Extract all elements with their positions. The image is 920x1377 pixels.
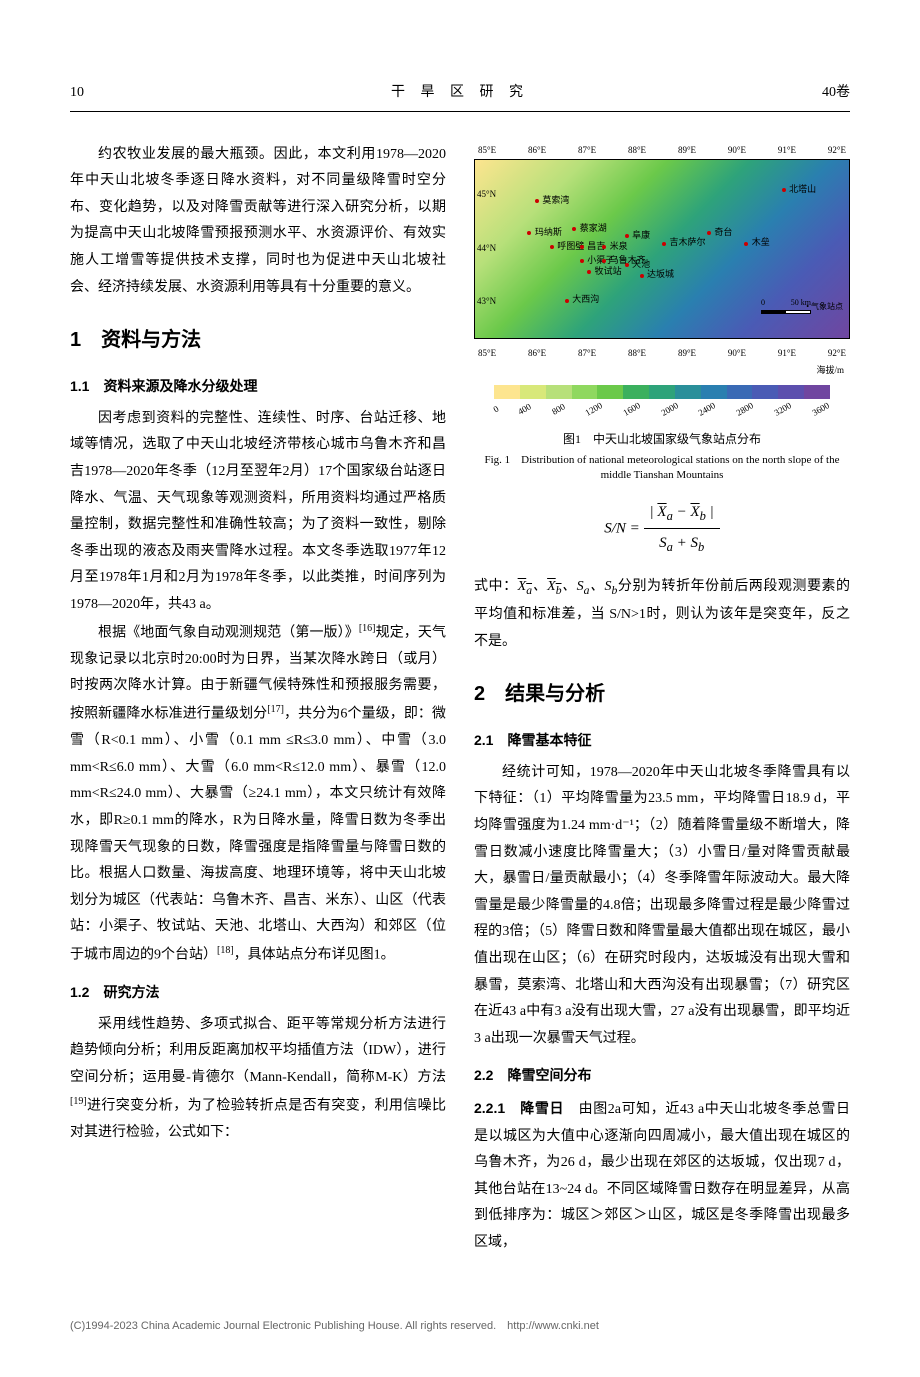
ref-18: [18] <box>217 945 234 956</box>
page-header: 10 干 旱 区 研 究 40卷 <box>70 80 850 112</box>
section-1-heading: 1 资料与方法 <box>70 321 446 359</box>
text: 式中： <box>474 579 518 594</box>
left-column: 约农牧业发展的最大瓶颈。因此，本文利用1978—2020年中天山北坡冬季逐日降水… <box>70 142 446 1257</box>
content-columns: 约农牧业发展的最大瓶颈。因此，本文利用1978—2020年中天山北坡冬季逐日降水… <box>70 142 850 1257</box>
right-column: 85°E86°E87°E88°E89°E90°E91°E92°E 050 km … <box>474 142 850 1257</box>
elevation-colorbar <box>494 385 830 399</box>
station-dot-icon <box>602 245 606 249</box>
text: ，具体站点分布详见图1。 <box>234 948 395 963</box>
station-dot-icon <box>744 242 748 246</box>
map-lon-axis-top: 85°E86°E87°E88°E89°E90°E91°E92°E <box>474 142 850 159</box>
section-2-2-heading: 2.2 降雪空间分布 <box>474 1062 850 1089</box>
scale-bar: 050 km <box>761 295 811 314</box>
text: 进行突变分析，为了检验转折点是否有突变，利用信噪比对其进行检验，公式如下： <box>70 1098 446 1140</box>
para-1-2: 采用线性趋势、多项式拟合、距平等常规分析方法进行趋势倾向分析；利用反距离加权平均… <box>70 1012 446 1147</box>
station-label: 吉木萨尔 <box>669 234 705 251</box>
station-label: 大西沟 <box>572 291 599 308</box>
station-label: 莫索湾 <box>542 192 569 209</box>
formula-sn: S/N = | Xa − Xb | Sa + Sb <box>474 498 850 561</box>
para-1-1-a: 因考虑到资料的完整性、连续性、时序、台站迁移、地域等情况，选取了中天山北坡经济带… <box>70 406 446 619</box>
station-label: 达坂城 <box>647 266 674 283</box>
figure-1: 85°E86°E87°E88°E89°E90°E91°E92°E 050 km … <box>474 142 850 484</box>
station-dot-icon <box>782 188 786 192</box>
station-label: 蔡家湖 <box>580 220 607 237</box>
map-canvas: 050 km • 气象站点 莫索湾北塔山玛纳斯蔡家湖呼图壁昌吉米泉阜康吉木萨尔奇… <box>474 159 850 339</box>
section-2-2-1-heading: 2.2.1 降雪日 <box>474 1100 564 1116</box>
journal-title: 干 旱 区 研 究 <box>130 80 790 107</box>
colorbar-ticks: 04008001200160020002400280032003600 <box>494 401 830 418</box>
station-label: 北塔山 <box>789 181 816 198</box>
page-footer: (C)1994-2023 China Academic Journal Elec… <box>70 1316 850 1337</box>
para-2-1: 经统计可知，1978—2020年中天山北坡冬季降雪具有以下特征：（1）平均降雪量… <box>474 760 850 1053</box>
ref-17: [17] <box>267 704 284 715</box>
para-2-2-1: 2.2.1 降雪日 由图2a可知，近43 a中天山北坡冬季总雪日是以城区为大值中… <box>474 1095 850 1257</box>
text: 根据《地面气象自动观测规范（第一版）》 <box>98 625 359 640</box>
station-dot-icon <box>550 245 554 249</box>
station-dot-icon <box>707 231 711 235</box>
formula-explain: 式中：Xa、Xb、Sa、Sb分别为转折年份前后两段观测要素的平均值和标准差，当 … <box>474 574 850 655</box>
section-2-heading: 2 结果与分析 <box>474 675 850 713</box>
station-dot-icon <box>625 263 629 267</box>
ref-16: [16] <box>359 623 376 634</box>
fig1-caption-cn: 图1 中天山北坡国家级气象站点分布 <box>474 428 850 451</box>
map-lon-axis-bottom: 85°E86°E87°E88°E89°E90°E91°E92°E <box>474 345 850 362</box>
ref-19: [19] <box>70 1096 87 1107</box>
intro-paragraph: 约农牧业发展的最大瓶颈。因此，本文利用1978—2020年中天山北坡冬季逐日降水… <box>70 142 446 302</box>
para-1-1-b: 根据《地面气象自动观测规范（第一版）》[16]规定，天气现象记录以北京时20:0… <box>70 619 446 970</box>
legend-stations: • 气象站点 <box>806 299 843 314</box>
station-dot-icon <box>527 231 531 235</box>
scale-0: 0 <box>761 295 765 310</box>
station-label: 奇台 <box>714 224 732 241</box>
section-1-2-heading: 1.2 研究方法 <box>70 979 446 1006</box>
station-dot-icon <box>662 242 666 246</box>
elevation-label: 海拔/m <box>474 362 844 379</box>
station-dot-icon <box>572 227 576 231</box>
station-label: 阜康 <box>632 227 650 244</box>
volume-label: 40卷 <box>790 80 850 107</box>
section-1-1-heading: 1.1 资料来源及降水分级处理 <box>70 373 446 400</box>
text: 采用线性趋势、多项式拟合、距平等常规分析方法进行趋势倾向分析；利用反距离加权平均… <box>70 1017 446 1085</box>
station-dot-icon <box>535 199 539 203</box>
station-label: 牧试站 <box>595 263 622 280</box>
section-2-1-heading: 2.1 降雪基本特征 <box>474 727 850 754</box>
station-dot-icon <box>587 270 591 274</box>
station-dot-icon <box>580 245 584 249</box>
text: ，共分为6个量级，即：微雪（R<0.1 mm）、小雪（0.1 mm ≤R≤3.0… <box>70 707 446 963</box>
scale-line-icon <box>761 310 811 314</box>
station-dot-icon <box>580 259 584 263</box>
station-label: 木垒 <box>752 234 770 251</box>
station-dot-icon <box>565 299 569 303</box>
station-dot-icon <box>640 274 644 278</box>
fig1-caption-en: Fig. 1 Distribution of national meteorol… <box>474 453 850 484</box>
page-number: 10 <box>70 80 130 107</box>
text: 由图2a可知，近43 a中天山北坡冬季总雪日是以城区为大值中心逐渐向四周减小，最… <box>474 1102 850 1250</box>
